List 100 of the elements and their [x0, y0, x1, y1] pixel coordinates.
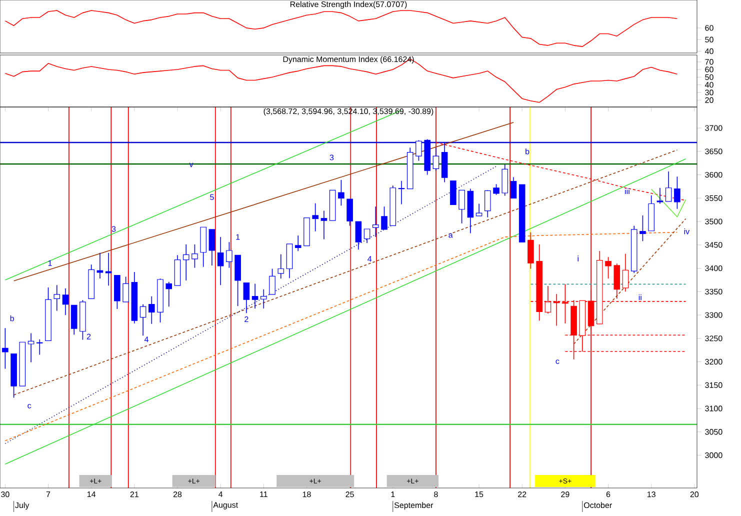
x-tick-label: 6	[606, 492, 610, 498]
x-tick-label: 14	[87, 492, 96, 498]
candlestick	[355, 221, 362, 250]
y-tick-label: 3500	[705, 218, 722, 224]
candlestick	[622, 253, 629, 292]
candlestick	[605, 256, 612, 279]
x-tick-label: 30	[1, 492, 10, 498]
candlestick	[269, 268, 276, 295]
x-tick-label: 20	[690, 492, 699, 498]
y-tick-label: 30	[705, 90, 714, 96]
candlestick	[665, 171, 672, 202]
candlestick	[70, 304, 78, 336]
y-tick-label: 3600	[705, 172, 722, 178]
candlestick	[96, 252, 104, 279]
candlestick	[122, 276, 129, 302]
candlestick	[381, 206, 388, 230]
chart-title: Relative Strength Index(57.0707)	[290, 1, 407, 9]
y-tick-label: 3450	[705, 242, 722, 248]
x-tick-label: 18	[302, 492, 311, 498]
chart-title: Dynamic Momentum Index (66.1624)	[283, 56, 414, 64]
y-tick-label: 3350	[705, 288, 722, 294]
y-tick-label: 3700	[705, 125, 722, 131]
y-tick-label: 20	[705, 97, 714, 103]
y-tick-label: 3050	[705, 429, 722, 435]
y-tick-label: 60	[705, 25, 714, 31]
y-tick-label: 60	[705, 66, 714, 72]
annotation: c	[556, 360, 560, 364]
annotation: 2	[244, 316, 248, 322]
line-series	[4, 232, 678, 442]
candlestick	[260, 288, 267, 309]
candlestick	[640, 215, 646, 242]
x-tick-label: 21	[130, 492, 138, 498]
y-tick-label: 40	[704, 48, 714, 54]
y-tick-label: 3300	[705, 312, 722, 318]
text: October	[584, 502, 612, 508]
candlestick	[432, 147, 440, 171]
y-tick-label: 3000	[705, 452, 722, 458]
x-tick-label: 22	[518, 492, 526, 498]
candlestick	[294, 235, 302, 252]
candlestick	[62, 288, 69, 316]
annotation: c	[28, 404, 32, 408]
candlestick	[28, 332, 34, 363]
annotation: b	[526, 148, 530, 154]
annotation: 1	[236, 234, 240, 240]
annotation: 3	[330, 154, 334, 160]
y-tick-label: 70	[705, 59, 714, 65]
annotation: 1	[48, 260, 52, 266]
y-tick-label: 3150	[705, 382, 722, 388]
y-tick-label: 3650	[705, 148, 722, 154]
annotation: 3	[112, 226, 116, 232]
candlestick	[217, 236, 224, 286]
candlestick	[166, 281, 172, 307]
candlestick	[105, 252, 112, 286]
candlestick	[140, 304, 146, 336]
x-tick-label: 13	[648, 492, 656, 498]
candlestick	[398, 180, 405, 205]
candlestick	[484, 190, 491, 218]
x-tick-label: 25	[346, 492, 354, 498]
annotation: 4	[144, 336, 148, 342]
x-tick-label: 28	[173, 492, 182, 498]
candlestick	[192, 244, 198, 268]
y-tick-label: 3550	[705, 195, 722, 201]
candlestick	[416, 140, 422, 162]
text: September	[394, 502, 434, 510]
x-tick-label: 4	[218, 492, 223, 498]
y-tick-label: 3400	[705, 265, 722, 272]
annotation: 5	[210, 194, 214, 200]
candlestick	[208, 229, 216, 266]
x-tick-label: 29	[561, 492, 570, 498]
candlestick	[614, 263, 620, 300]
candlestick	[528, 232, 534, 270]
candlestick	[450, 180, 456, 205]
candlestick	[278, 254, 284, 279]
x-tick-label: 1	[391, 492, 395, 498]
y-tick-label: 50	[705, 36, 714, 42]
candlestick	[493, 184, 500, 196]
candlestick	[36, 338, 43, 356]
candlestick	[320, 210, 328, 240]
y-tick-label: 50	[705, 74, 714, 80]
annotation: 2	[86, 334, 91, 340]
y-tick-label: 3250	[705, 336, 722, 342]
candlestick	[312, 202, 318, 232]
candlestick	[2, 328, 8, 370]
x-tick-label: 8	[434, 492, 438, 498]
x-tick-label: 15	[475, 492, 484, 498]
candlestick	[674, 176, 680, 210]
x-tick-label: 7	[46, 492, 50, 498]
candlestick	[148, 296, 155, 324]
candlestick	[502, 164, 508, 196]
text: August	[213, 502, 238, 510]
annotation: ii	[638, 294, 642, 300]
candlestick	[54, 284, 60, 312]
candlestick	[182, 244, 190, 281]
y-tick-label: 40	[704, 82, 714, 88]
candlestick	[510, 176, 517, 199]
annotation: iii	[625, 188, 630, 194]
annotation: 4	[368, 256, 372, 262]
y-tick-label: 3200	[705, 358, 722, 365]
candlestick	[656, 187, 664, 204]
candlestick	[252, 283, 258, 309]
